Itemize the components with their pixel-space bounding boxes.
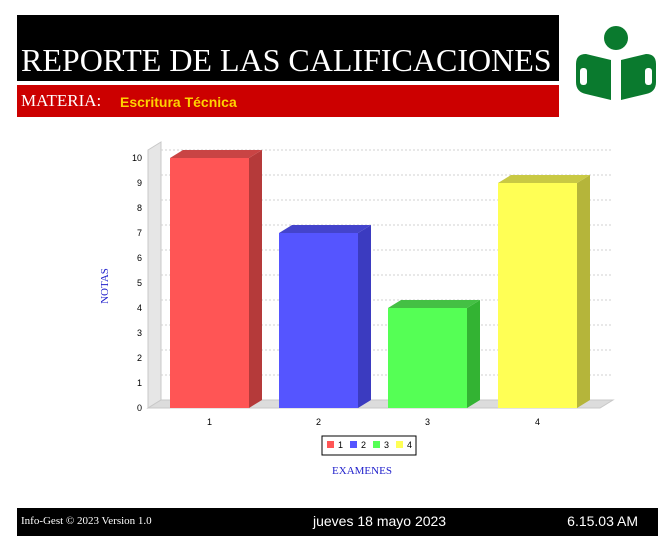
legend-label: 3 — [384, 440, 389, 450]
legend-swatch — [373, 441, 380, 448]
legend-swatch — [350, 441, 357, 448]
y-tick-label: 3 — [137, 328, 142, 338]
bar-top — [388, 300, 480, 308]
subject-value: Escritura Técnica — [120, 94, 237, 110]
footer-bar: Info-Gest © 2023 Version 1.0 jueves 18 m… — [17, 508, 658, 536]
x-tick-label: 1 — [207, 417, 212, 427]
y-tick-label: 5 — [137, 278, 142, 288]
x-axis-label: EXAMENES — [332, 465, 392, 477]
subject-bar — [17, 85, 559, 117]
y-tick-label: 2 — [137, 353, 142, 363]
y-tick-label: 7 — [137, 228, 142, 238]
legend-swatch — [327, 441, 334, 448]
y-tick-label: 0 — [137, 403, 142, 413]
subject-label: MATERIA: — [21, 91, 102, 110]
bar-side — [577, 175, 590, 408]
legend-label: 2 — [361, 440, 366, 450]
footer-time: 6.15.03 AM — [567, 513, 638, 529]
footer-copyright: Info-Gest © 2023 Version 1.0 — [21, 515, 152, 527]
bar-side — [358, 225, 371, 408]
y-tick-label: 8 — [137, 203, 142, 213]
y-tick-label: 6 — [137, 253, 142, 263]
bar-top — [498, 175, 590, 183]
footer-date: jueves 18 mayo 2023 — [313, 513, 447, 529]
logo-left-page — [576, 54, 611, 100]
x-tick-label: 2 — [316, 417, 321, 427]
bar — [498, 183, 577, 408]
page-title: REPORTE DE LAS CALIFICACIONES — [21, 42, 552, 78]
x-tick-label: 4 — [535, 417, 540, 427]
chart-left-wall — [147, 141, 162, 409]
y-tick-label: 4 — [137, 303, 142, 313]
title-bar — [17, 15, 559, 81]
bar — [388, 308, 467, 408]
legend-label: 1 — [338, 440, 343, 450]
bar — [279, 233, 358, 408]
bar-top — [170, 150, 262, 158]
bar — [170, 158, 249, 408]
bar-top — [279, 225, 371, 233]
legend-label: 4 — [407, 440, 412, 450]
reader-logo-icon — [576, 26, 656, 100]
logo-head — [604, 26, 628, 50]
y-tick-label: 1 — [137, 378, 142, 388]
legend-box — [321, 435, 417, 456]
bar-side — [467, 300, 480, 408]
logo-right-page — [621, 54, 656, 100]
y-tick-label: 10 — [132, 153, 142, 163]
bar-side — [249, 150, 262, 408]
x-tick-label: 3 — [425, 417, 430, 427]
y-tick-label: 9 — [137, 178, 142, 188]
legend-swatch — [396, 441, 403, 448]
y-axis-label: NOTAS — [99, 268, 111, 304]
